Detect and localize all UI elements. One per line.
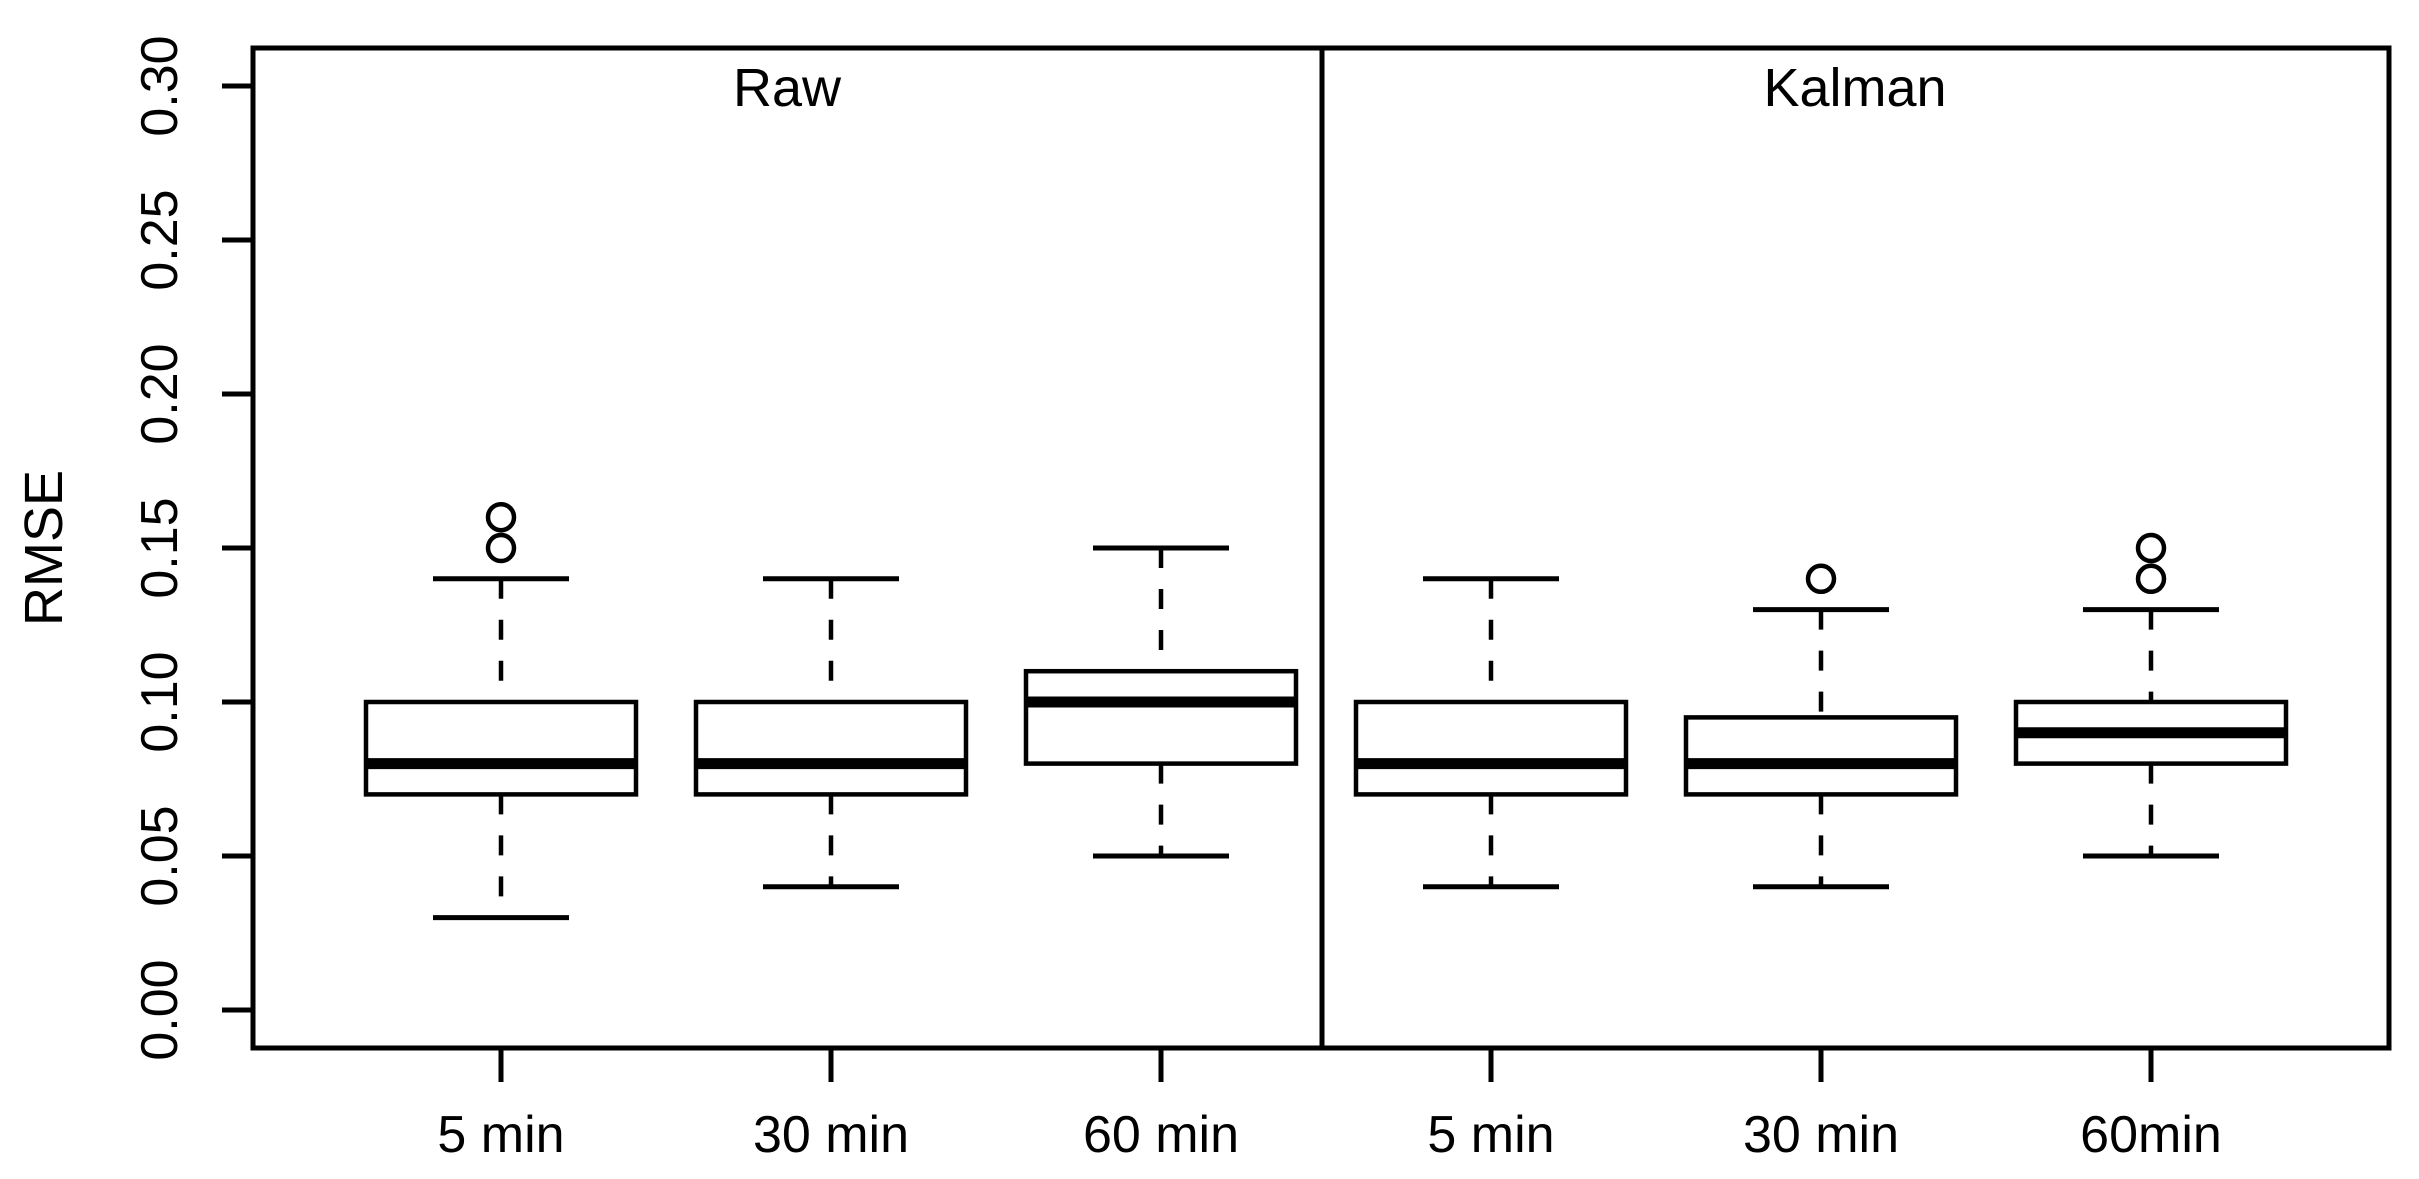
x-category-label: 5 min <box>437 1106 564 1164</box>
x-category-label: 60 min <box>1083 1106 1239 1164</box>
iqr-box <box>1353 699 1629 797</box>
panel-title-kalman: Kalman <box>1763 58 1946 118</box>
plot-frame <box>250 45 2392 1051</box>
x-category-label: 30 min <box>1743 1106 1899 1164</box>
y-tick-label: 0.30 <box>131 35 189 136</box>
y-axis-title: RMSE <box>14 470 74 626</box>
iqr-box <box>363 699 639 797</box>
y-tick-label: 0.10 <box>131 651 189 752</box>
boxplots <box>363 501 2289 921</box>
y-tick-label: 0.20 <box>131 343 189 444</box>
outlier-point <box>1805 563 1837 595</box>
y-axis: 0.00 0.05 0.10 0.15 0.20 0.25 0.30 <box>131 35 253 1061</box>
iqr-box <box>1023 668 1299 766</box>
iqr-box <box>693 699 969 797</box>
outlier-point <box>485 501 517 533</box>
y-tick-label: 0.00 <box>131 959 189 1060</box>
y-tick-label: 0.05 <box>131 805 189 906</box>
x-category-label: 60min <box>2080 1106 2222 1164</box>
outlier-point <box>2135 563 2167 595</box>
x-category-label: 30 min <box>753 1106 909 1164</box>
y-tick-label: 0.15 <box>131 497 189 598</box>
outlier-point <box>485 532 517 564</box>
panel-title-raw: Raw <box>733 58 842 118</box>
x-category-label: 5 min <box>1427 1106 1554 1164</box>
x-axis: 5 min 30 min 60 min 5 min 30 min 60min <box>437 1048 2222 1164</box>
iqr-box <box>1683 715 1959 797</box>
y-tick-label: 0.25 <box>131 189 189 290</box>
outlier-point <box>2135 532 2167 564</box>
